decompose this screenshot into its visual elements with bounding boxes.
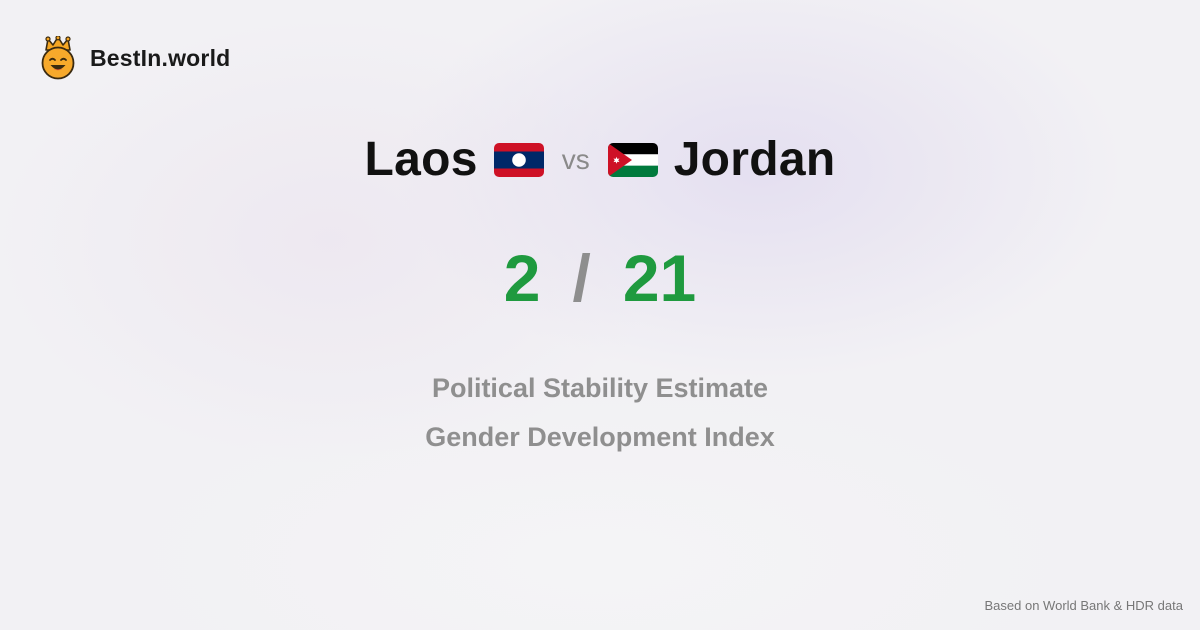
jordan-flag-icon xyxy=(607,142,658,177)
brand[interactable]: BestIn.world xyxy=(38,36,230,80)
left-country-name: Laos xyxy=(364,133,478,186)
metric-label: Political Stability Estimate xyxy=(431,373,769,403)
score-separator: / xyxy=(572,241,591,315)
laos-flag-icon xyxy=(493,142,544,177)
data-source-note: Based on World Bank & HDR data xyxy=(984,598,1183,613)
right-country-name: Jordan xyxy=(673,133,836,186)
comparison-title: Laos vs Jordan xyxy=(0,132,1200,187)
metric-label: Gender Development Index xyxy=(425,422,775,452)
crowned-smiley-icon xyxy=(41,36,75,80)
right-score: 21 xyxy=(622,241,697,315)
left-score: 2 xyxy=(503,241,541,315)
score-comparison: 2 / 21 xyxy=(0,240,1200,316)
metric-list: Political Stability Estimate Gender Deve… xyxy=(0,364,1200,462)
brand-name: BestIn.world xyxy=(90,44,231,71)
vs-label: vs xyxy=(561,143,590,175)
